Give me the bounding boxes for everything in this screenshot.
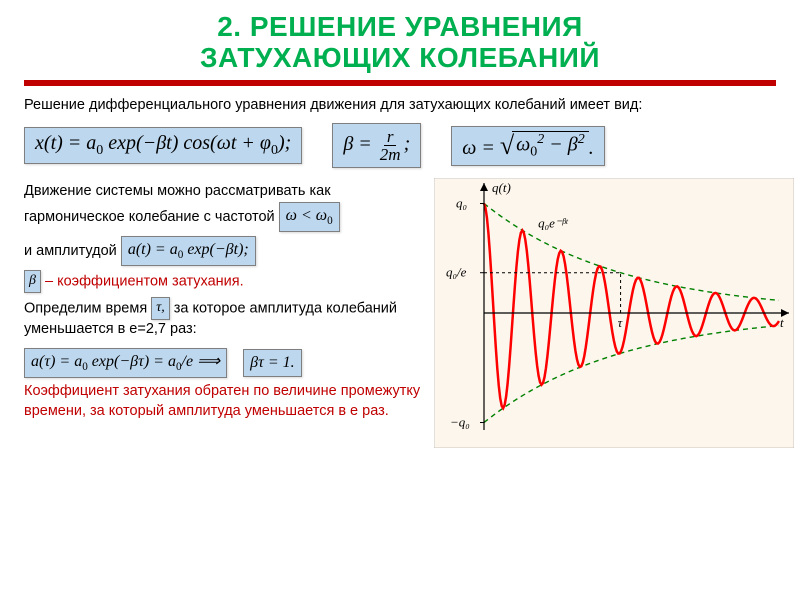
title-line1: 2. РЕШЕНИЕ УРАВНЕНИЯ	[217, 11, 583, 42]
formula-omega: ω = ω02 − β2.	[451, 126, 605, 166]
svg-text:q₀e⁻ᵝᵗ: q₀e⁻ᵝᵗ	[538, 216, 568, 231]
formula-beta: β = r2m;	[332, 123, 421, 168]
svg-text:q(t): q(t)	[492, 180, 511, 195]
intro-text: Решение дифференциального уравнения движ…	[24, 96, 776, 116]
para4: Коэффициент затухания обратен по величин…	[24, 382, 424, 421]
formula-row-main: x(t) = a0 exp(−βt) cos(ωt + φ0); β = r2m…	[24, 123, 776, 168]
formula-decay: a(τ) = a0 exp(−βτ) = a0/e ⟹	[24, 348, 227, 378]
left-column: Движение системы можно рассматривать как…	[24, 178, 424, 453]
title-rule	[24, 80, 776, 86]
slide-title: 2. РЕШЕНИЕ УРАВНЕНИЯ ЗАТУХАЮЩИХ КОЛЕБАНИ…	[24, 12, 776, 74]
formula-freq-cond: ω < ω0	[279, 202, 340, 232]
formula-amplitude: a(t) = a0 exp(−βt);	[121, 236, 256, 266]
formula-solution: x(t) = a0 exp(−βt) cos(ωt + φ0);	[24, 127, 302, 164]
formula-beta-tau: βτ = 1.	[243, 349, 302, 377]
para3a: Определим время	[24, 300, 147, 316]
para2a: – коэффициентом затухания.	[45, 274, 244, 290]
svg-text:q₀/e: q₀/e	[446, 265, 467, 280]
svg-text:t: t	[780, 315, 784, 330]
para1b: и амплитудой	[24, 243, 117, 259]
chart-column: q₀−q₀q₀/etq(t)τq₀e⁻ᵝᵗ	[434, 178, 794, 453]
damped-oscillation-chart: q₀−q₀q₀/etq(t)τq₀e⁻ᵝᵗ	[434, 178, 794, 448]
formula-beta-symbol: β	[24, 270, 41, 293]
formula-tau-symbol: τ,	[151, 297, 170, 320]
title-line2: ЗАТУХАЮЩИХ КОЛЕБАНИЙ	[200, 42, 600, 73]
svg-text:−q₀: −q₀	[450, 415, 470, 430]
svg-text:q₀: q₀	[456, 196, 467, 211]
